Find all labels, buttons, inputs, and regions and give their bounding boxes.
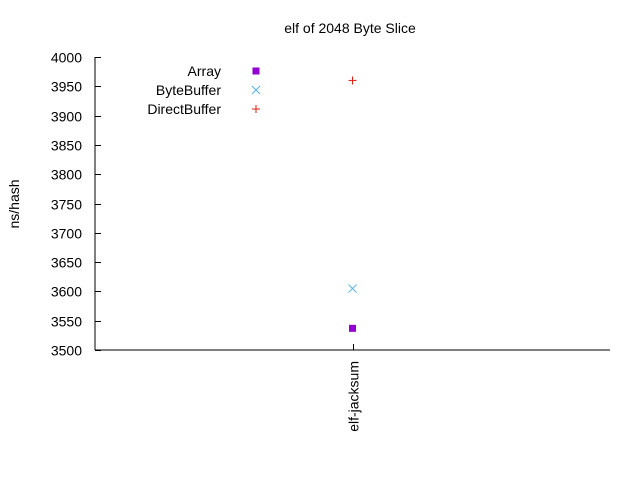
legend-marker [252, 67, 260, 75]
y-tick-label: 4000 [51, 50, 82, 66]
legend-label: DirectBuffer [147, 101, 221, 117]
y-tick-label: 3750 [51, 197, 82, 213]
x-tick-label: elf-jacksum [346, 361, 362, 432]
y-tick-label: 3800 [51, 167, 82, 183]
y-tick-label: 3900 [51, 109, 82, 125]
data-point [348, 76, 357, 85]
y-tick-label: 3850 [51, 138, 82, 154]
chart-title: elf of 2048 Byte Slice [284, 20, 416, 36]
y-tick-label: 3550 [51, 314, 82, 330]
axes [94, 57, 610, 351]
legend-marker [252, 105, 260, 113]
data-point [349, 324, 356, 332]
data-points [348, 76, 357, 332]
legend-label: Array [188, 63, 221, 79]
y-tick-label: 3700 [51, 226, 82, 242]
y-tick-label: 3500 [51, 343, 82, 359]
legend-marker [251, 85, 261, 95]
y-tick-label: 3600 [51, 284, 82, 300]
x-ticks: elf-jacksum [346, 344, 362, 432]
legend: Array ByteBuffer DirectBuffer [147, 63, 261, 117]
y-tick-label: 3650 [51, 255, 82, 271]
y-axis-label: ns/hash [6, 179, 22, 228]
data-point [348, 284, 357, 293]
y-tick-label: 3950 [51, 79, 82, 95]
y-ticks: 3500 3550 3600 3650 3700 3750 3800 3850 3900 3950… [51, 50, 101, 359]
legend-label: ByteBuffer [156, 82, 221, 98]
